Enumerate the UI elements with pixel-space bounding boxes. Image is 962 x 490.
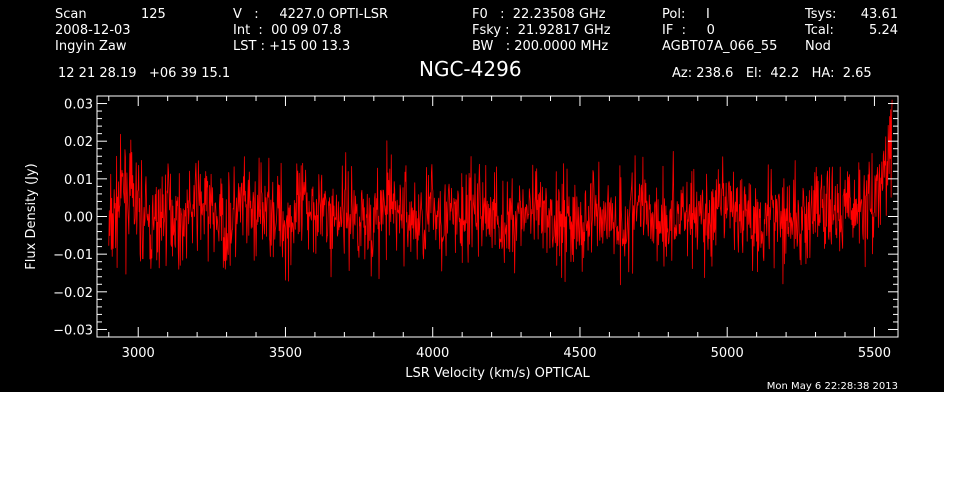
tcal-label: Tcal: — [805, 23, 834, 38]
integration-time: Int : 00 09 07.8 — [233, 23, 342, 38]
lst-info: LST : +15 00 13.3 — [233, 39, 351, 54]
x-tick-label: 4000 — [416, 346, 449, 361]
bandwidth: BW : 200.0000 MHz — [472, 39, 609, 54]
x-axis-label: LSR Velocity (km/s) OPTICAL — [405, 366, 590, 381]
rest-frequency: F0 : 22.23508 GHz — [472, 7, 606, 22]
tcal-value: 5.24 — [869, 23, 898, 38]
observation-date: 2008-12-03 — [55, 23, 131, 38]
y-tick-label: −0.01 — [53, 248, 93, 263]
y-tick-label: 0.00 — [64, 211, 93, 226]
plot-timestamp: Mon May 6 22:28:38 2013 — [767, 381, 898, 392]
spectrum-trace-layer — [108, 99, 893, 286]
spectrum-trace — [108, 99, 893, 286]
source-name: NGC-4296 — [419, 57, 522, 81]
tsys-value: 43.61 — [860, 7, 898, 22]
scan-label: Scan — [55, 7, 87, 22]
x-tick-label: 4500 — [563, 346, 596, 361]
polarization: Pol: I — [662, 7, 710, 22]
y-tick-label: −0.03 — [53, 323, 93, 338]
if-number: IF : 0 — [662, 23, 715, 38]
x-tick-label: 3000 — [122, 346, 155, 361]
project-id: AGBT07A_066_55 — [662, 39, 778, 54]
x-tick-label: 3500 — [269, 346, 302, 361]
tsys-label: Tsys: — [805, 7, 837, 22]
y-tick-label: 0.03 — [64, 98, 93, 113]
y-axis-label: Flux Density (Jy) — [24, 163, 39, 269]
velocity-info: V : 4227.0 OPTI-LSR — [233, 7, 389, 22]
scan-number: 125 — [141, 7, 166, 22]
x-tick-label: 5000 — [711, 346, 744, 361]
az-el-ha: Az: 238.6 El: 42.2 HA: 2.65 — [672, 66, 872, 81]
observer-name: Ingyin Zaw — [55, 39, 127, 54]
spectrum-chart: 3000 3500 4000 4500 5000 5500 −0.03 −0.02 −0.01 0… — [24, 95, 899, 392]
y-tick-label: 0.01 — [64, 173, 93, 188]
sky-frequency: Fsky : 21.92817 GHz — [472, 23, 611, 38]
y-tick-label: −0.02 — [53, 286, 93, 301]
x-tick-label: 5500 — [858, 346, 891, 361]
plot-panel — [0, 0, 944, 392]
observing-mode: Nod — [805, 39, 831, 54]
y-tick-label: 0.02 — [64, 135, 93, 150]
source-coordinates: 12 21 28.19 +06 39 15.1 — [58, 66, 231, 81]
axis-ticks: 3000 3500 4000 4500 5000 5500 −0.03 −0.02 −0.01 0… — [53, 95, 898, 361]
